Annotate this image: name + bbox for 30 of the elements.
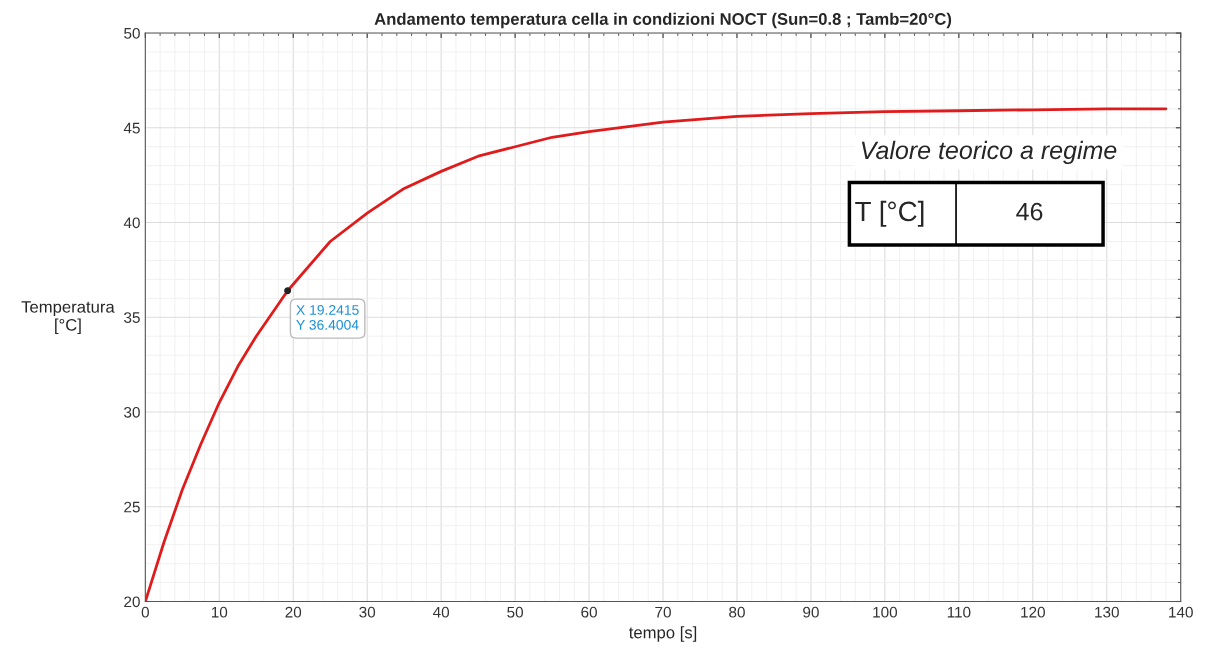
x-tick-label: 50 (507, 606, 524, 618)
y-tick-label: 30 (124, 406, 140, 418)
x-tick-label: 70 (655, 606, 671, 618)
x-tick-label: 30 (359, 606, 376, 618)
x-tick-label: 10 (211, 606, 228, 618)
x-tick-label: 130 (1095, 606, 1119, 618)
y-tick-label: 25 (124, 501, 140, 513)
x-tick-label: 0 (141, 606, 149, 618)
line-series (145, 107, 1168, 602)
x-tick-label: 80 (729, 606, 745, 618)
x-tick-label: 110 (947, 606, 971, 618)
x-tick-label: 60 (581, 606, 597, 618)
annotation: X 19.2415 Y 36.4004 (296, 305, 359, 330)
annotation: T [°C] (855, 200, 924, 227)
y-tick-label: 45 (123, 122, 140, 134)
x-tick-label: 20 (285, 606, 302, 618)
y-tick-label: 35 (124, 312, 140, 323)
x-tick-label: 100 (873, 606, 898, 618)
x-tick-label: 90 (803, 606, 819, 618)
y-tick-label: 50 (124, 27, 140, 39)
x-tick-label: 40 (433, 606, 450, 618)
y-tick-label: 20 (124, 596, 140, 608)
x-tick-label: 140 (1169, 606, 1193, 618)
chart-title: Andamento temperatura cella in condizioni NOCT (Sun=0.8 ; Tamb=20°C) (374, 12, 952, 29)
x-axis-title: tempo [s] (629, 626, 697, 642)
annotation: Valore teorico a regime (861, 140, 1117, 165)
annotation: 46 (1016, 202, 1043, 221)
x-tick-label: 120 (1021, 606, 1045, 618)
y-axis-title: Temperatura [°C] (21, 301, 115, 335)
y-tick-label: 40 (123, 217, 140, 229)
